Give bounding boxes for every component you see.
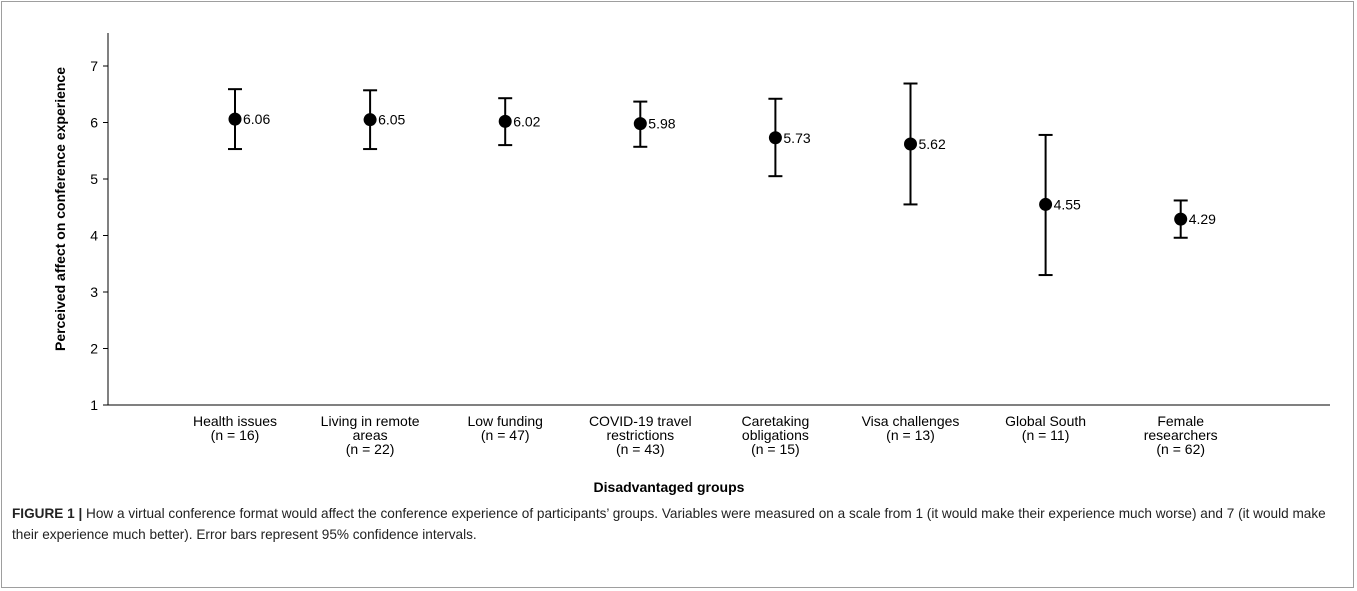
data-point — [228, 112, 242, 126]
data-point — [1039, 197, 1053, 211]
x-tick-label-line: COVID-19 travel — [589, 413, 692, 429]
x-tick-label-line: areas — [353, 427, 388, 443]
data-label: 4.29 — [1189, 211, 1216, 227]
x-tick-label-line: Health issues — [193, 413, 277, 429]
data-label: 6.05 — [378, 112, 405, 128]
data-label: 5.62 — [919, 136, 946, 152]
x-tick-label-line: Global South — [1005, 413, 1086, 429]
data-label: 4.55 — [1054, 196, 1081, 212]
y-tick-label: 1 — [90, 397, 98, 413]
data-point — [498, 114, 512, 128]
x-tick-label: Female researchers (n = 62) — [1144, 413, 1218, 457]
x-tick-label: Living in remote areas (n = 22) — [321, 413, 420, 457]
y-tick-label: 6 — [90, 115, 98, 131]
x-tick-label-line: Visa challenges — [862, 413, 960, 429]
x-tick-label-line: (n = 16) — [211, 427, 260, 443]
figure-caption: FIGURE 1 | How a virtual conference form… — [12, 503, 1342, 545]
caption-text: How a virtual conference format would af… — [12, 506, 1326, 542]
x-tick-label-line: Female — [1157, 413, 1204, 429]
x-tick-label-line: (n = 47) — [481, 427, 530, 443]
data-point — [768, 131, 782, 145]
data-label: 6.06 — [243, 111, 270, 127]
data-label: 5.73 — [783, 130, 810, 146]
y-tick-label: 5 — [90, 171, 98, 187]
x-tick-label-line: Living in remote — [321, 413, 420, 429]
x-tick-label-line: (n = 43) — [616, 441, 665, 457]
x-tick-label-line: researchers — [1144, 427, 1218, 443]
x-tick-label-line: (n = 22) — [346, 441, 395, 457]
y-axis-title: Perceived affect on conference experienc… — [52, 67, 68, 351]
x-tick-label-line: (n = 11) — [1022, 427, 1070, 443]
x-tick-label-line: Caretaking — [742, 413, 810, 429]
y-tick-label: 4 — [90, 228, 98, 244]
x-tick-label: Low funding (n = 47) — [467, 413, 543, 443]
y-tick-label: 3 — [90, 284, 98, 300]
data-point — [904, 137, 917, 151]
x-tick-label-line: (n = 13) — [886, 427, 935, 443]
data-point — [363, 113, 377, 127]
x-tick-label-line: (n = 62) — [1156, 441, 1205, 457]
y-tick-label: 7 — [90, 58, 98, 74]
x-tick-label-line: (n = 15) — [751, 441, 800, 457]
x-tick-label-line: obligations — [742, 427, 809, 443]
x-tick-label: Visa challenges (n = 13) — [862, 413, 960, 443]
data-point — [1174, 212, 1188, 226]
error-bar-chart: 1 2 3 4 5 6 7 Perceived affect on conference ex… — [52, 33, 1330, 495]
x-tick-label: Caretaking obligations (n = 15) — [742, 413, 810, 457]
figure-label: FIGURE 1 | — [12, 506, 83, 521]
x-tick-label: Global South (n = 11) — [1005, 413, 1086, 443]
data-label: 5.98 — [648, 116, 675, 132]
x-tick-label: Health issues (n = 16) — [193, 413, 277, 443]
x-tick-label-line: restrictions — [606, 427, 674, 443]
x-tick-label-line: Low funding — [467, 413, 543, 429]
x-axis-title: Disadvantaged groups — [594, 479, 745, 495]
x-tick-label: COVID-19 travel restrictions (n = 43) — [589, 413, 692, 457]
y-tick-label: 2 — [90, 341, 98, 357]
data-point — [633, 117, 647, 131]
data-label: 6.02 — [513, 113, 540, 129]
